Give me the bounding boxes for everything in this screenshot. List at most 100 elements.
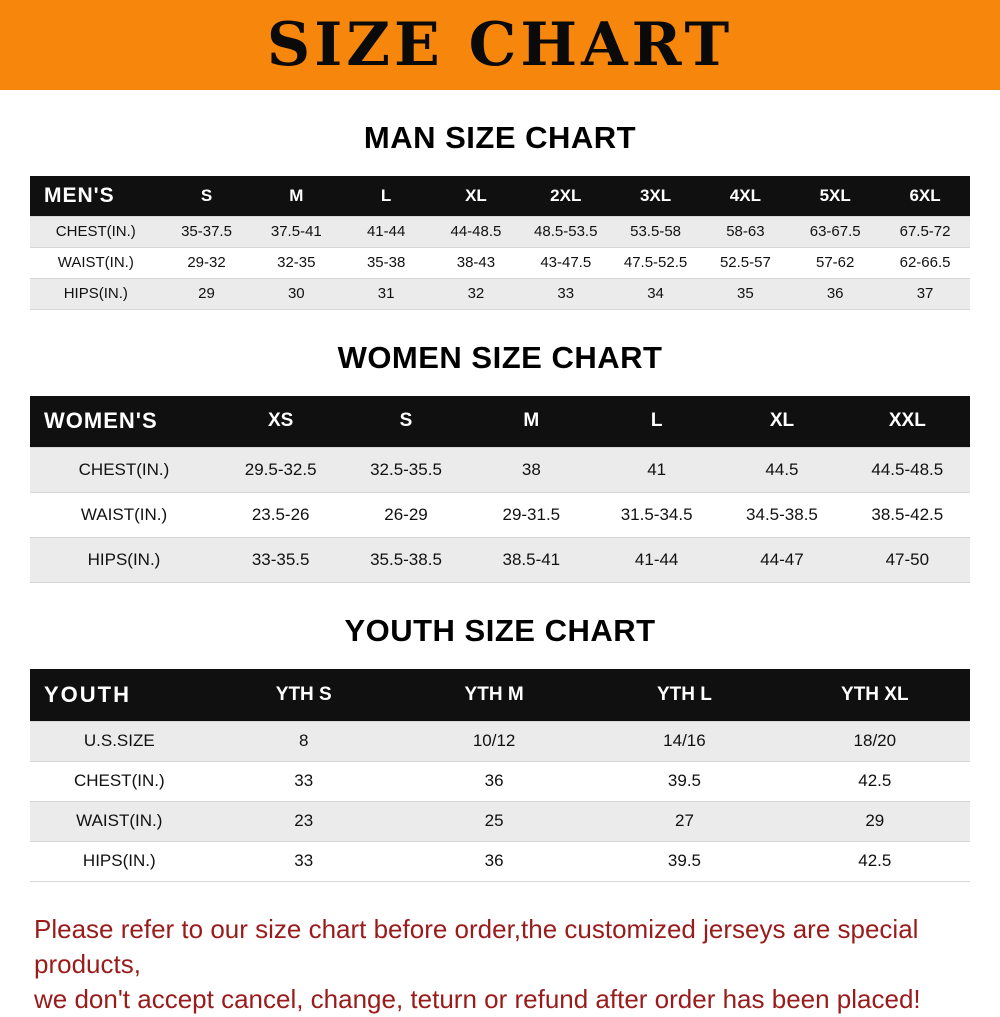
size-column-header: YTH M xyxy=(398,669,590,721)
size-column-header: XL xyxy=(719,395,845,448)
table-row: HIPS(IN.) 33-35.5 35.5-38.5 38.5-41 41-44 44-… xyxy=(30,537,970,583)
women-section-title: WOMEN SIZE CHART xyxy=(337,339,663,375)
size-value-cell: 67.5-72 xyxy=(880,215,970,247)
size-value-cell: 48.5-53.5 xyxy=(520,215,611,247)
size-value-cell: 44-47 xyxy=(719,537,845,583)
size-value-cell: 37 xyxy=(880,277,970,310)
size-value-cell: 33-35.5 xyxy=(218,537,344,583)
row-label: WAIST(IN.) xyxy=(30,246,162,278)
row-label: HIPS(IN.) xyxy=(30,840,209,882)
size-value-cell: 38.5-41 xyxy=(468,537,594,583)
row-label: HIPS(IN.) xyxy=(30,537,218,583)
size-value-cell: 35-37.5 xyxy=(161,215,252,247)
size-column-header: M xyxy=(468,395,594,448)
youth-size-table: YOUTH YTH S YTH M YTH L YTH XL U.S.SIZE 8 10/12… xyxy=(30,669,970,882)
size-value-cell: 23.5-26 xyxy=(218,492,344,538)
row-label: WAIST(IN.) xyxy=(30,492,218,538)
size-value-cell: 35 xyxy=(700,277,791,310)
size-column-header: 6XL xyxy=(880,176,970,216)
table-row: HIPS(IN.) 33 36 39.5 42.5 xyxy=(30,840,970,882)
size-value-cell: 44.5-48.5 xyxy=(844,447,970,493)
size-value-cell: 33 xyxy=(520,277,611,310)
size-value-cell: 41-44 xyxy=(593,537,720,583)
size-value-cell: 47.5-52.5 xyxy=(610,246,701,278)
size-column-header: 3XL xyxy=(610,176,701,216)
footer-notice: Please refer to our size chart before or… xyxy=(34,912,980,1017)
size-value-cell: 23 xyxy=(208,800,399,841)
size-column-header: 2XL xyxy=(520,176,611,216)
table-row: WAIST(IN.) 23 25 27 29 xyxy=(30,800,970,841)
size-value-cell: 41-44 xyxy=(341,215,432,247)
men-size-table: MEN'S S M L XL 2XL 3XL 4XL 5XL 6XL CHEST(IN.) 35-37… xyxy=(30,176,970,310)
size-value-cell: 27 xyxy=(589,800,780,841)
size-column-header: L xyxy=(593,395,720,448)
women-table-label: WOMEN'S xyxy=(30,395,218,448)
youth-section-title: YOUTH SIZE CHART xyxy=(344,613,656,648)
size-value-cell: 41 xyxy=(593,447,720,493)
size-value-cell: 42.5 xyxy=(779,840,970,882)
table-row: CHEST(IN.) 33 36 39.5 42.5 xyxy=(30,760,970,801)
size-value-cell: 44-48.5 xyxy=(431,215,521,247)
size-column-header: XL xyxy=(431,176,521,216)
table-row: WAIST(IN.) 23.5-26 26-29 29-31.5 31.5-34.5 34… xyxy=(30,492,970,538)
row-label: WAIST(IN.) xyxy=(30,800,209,841)
size-value-cell: 29.5-32.5 xyxy=(218,447,344,493)
size-value-cell: 39.5 xyxy=(589,840,780,882)
size-value-cell: 34.5-38.5 xyxy=(719,492,845,538)
size-value-cell: 30 xyxy=(251,277,342,310)
men-section-title: MAN SIZE CHART xyxy=(363,120,637,155)
size-column-header: YTH L xyxy=(589,669,780,721)
size-column-header: 5XL xyxy=(790,176,881,216)
size-value-cell: 34 xyxy=(610,277,701,310)
size-value-cell: 44.5 xyxy=(719,447,845,493)
size-value-cell: 36 xyxy=(790,277,881,310)
size-value-cell: 35-38 xyxy=(341,246,432,278)
table-row: WAIST(IN.) 29-32 32-35 35-38 38-43 43-47.5 47.… xyxy=(30,246,970,278)
size-value-cell: 29 xyxy=(779,800,970,841)
size-value-cell: 43-47.5 xyxy=(520,246,611,278)
size-column-header: M xyxy=(251,176,342,216)
size-value-cell: 36 xyxy=(398,760,590,801)
size-column-header: S xyxy=(343,395,469,448)
size-value-cell: 31.5-34.5 xyxy=(593,492,720,538)
size-value-cell: 47-50 xyxy=(844,537,970,583)
row-label: HIPS(IN.) xyxy=(30,277,162,310)
size-value-cell: 58-63 xyxy=(700,215,791,247)
size-value-cell: 25 xyxy=(398,800,590,841)
size-value-cell: 32-35 xyxy=(251,246,342,278)
size-column-header: YTH XL xyxy=(779,669,970,721)
page-title: SIZE CHART xyxy=(266,10,734,80)
size-value-cell: 38.5-42.5 xyxy=(844,492,970,538)
size-value-cell: 39.5 xyxy=(589,760,780,801)
size-value-cell: 26-29 xyxy=(343,492,469,538)
size-column-header: S xyxy=(161,176,252,216)
table-row: CHEST(IN.) 35-37.5 37.5-41 41-44 44-48.5 48.5… xyxy=(30,215,970,247)
size-value-cell: 29-31.5 xyxy=(468,492,594,538)
table-row: HIPS(IN.) 29 30 31 32 33 34 35 36 37 xyxy=(30,277,970,310)
size-value-cell: 37.5-41 xyxy=(251,215,342,247)
size-value-cell: 8 xyxy=(208,720,399,761)
header-row: MEN'S S M L XL 2XL 3XL 4XL 5XL 6XL xyxy=(30,176,970,216)
size-column-header: XXL xyxy=(844,395,970,448)
men-table-label: MEN'S xyxy=(30,176,162,216)
size-value-cell: 62-66.5 xyxy=(880,246,970,278)
size-value-cell: 31 xyxy=(341,277,432,310)
size-column-header: 4XL xyxy=(700,176,791,216)
size-value-cell: 32.5-35.5 xyxy=(343,447,469,493)
size-value-cell: 35.5-38.5 xyxy=(343,537,469,583)
size-column-header: L xyxy=(341,176,432,216)
men-section: MAN SIZE CHART MEN'S S M L XL 2XL 3XL 4XL 5XL 6XL C… xyxy=(0,120,1000,310)
size-column-header: XS xyxy=(218,395,344,448)
size-value-cell: 14/16 xyxy=(589,720,780,761)
size-value-cell: 10/12 xyxy=(398,720,590,761)
size-value-cell: 29-32 xyxy=(161,246,252,278)
row-label: CHEST(IN.) xyxy=(30,760,209,801)
size-value-cell: 32 xyxy=(431,277,521,310)
size-value-cell: 33 xyxy=(208,760,399,801)
size-value-cell: 52.5-57 xyxy=(700,246,791,278)
notice-line-2: we don't accept cancel, change, teturn o… xyxy=(34,983,921,1014)
size-value-cell: 18/20 xyxy=(779,720,970,761)
size-column-header: YTH S xyxy=(208,669,399,721)
size-value-cell: 38-43 xyxy=(431,246,521,278)
